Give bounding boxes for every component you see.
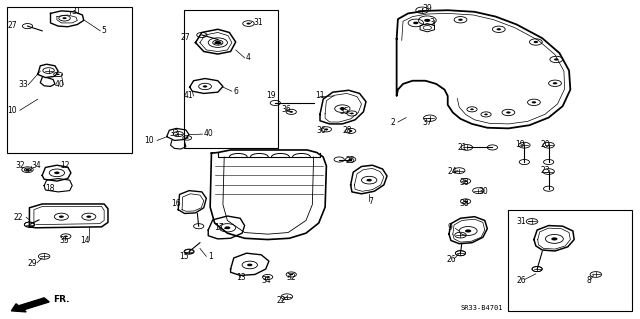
Text: 27: 27 (180, 33, 190, 42)
Text: 22: 22 (13, 213, 23, 222)
FancyArrow shape (12, 298, 49, 312)
Circle shape (458, 19, 463, 21)
Text: 37: 37 (422, 117, 432, 127)
Circle shape (340, 108, 345, 110)
Circle shape (186, 137, 189, 139)
Circle shape (554, 58, 559, 61)
Text: 3: 3 (430, 19, 435, 27)
Text: 29: 29 (28, 259, 37, 268)
Bar (184, 10, 278, 148)
Text: 40: 40 (55, 80, 65, 89)
Text: 19: 19 (266, 92, 275, 100)
Circle shape (214, 41, 221, 44)
Text: 40: 40 (204, 129, 214, 138)
Text: 36: 36 (282, 105, 291, 114)
Text: 16: 16 (172, 199, 181, 208)
Text: 33: 33 (19, 80, 28, 89)
Text: 41: 41 (184, 92, 194, 100)
Circle shape (350, 113, 354, 114)
Circle shape (349, 130, 353, 132)
Text: 20: 20 (540, 140, 550, 149)
Circle shape (247, 263, 252, 266)
Text: 4: 4 (246, 53, 251, 62)
Text: 39: 39 (422, 4, 432, 13)
Circle shape (367, 179, 372, 182)
Circle shape (464, 201, 467, 202)
Bar (508, 210, 632, 311)
Text: 32: 32 (287, 273, 296, 282)
Text: 31: 31 (71, 7, 81, 16)
Bar (7, 7, 132, 153)
Circle shape (26, 169, 29, 171)
Circle shape (497, 28, 501, 30)
Circle shape (64, 235, 68, 237)
Text: 26: 26 (447, 255, 456, 264)
Text: 18: 18 (45, 184, 55, 193)
Text: 27: 27 (7, 21, 17, 30)
Text: 38: 38 (460, 178, 469, 187)
Circle shape (551, 237, 557, 241)
Circle shape (465, 229, 471, 233)
Text: 38: 38 (460, 199, 469, 208)
Text: 25: 25 (346, 156, 355, 165)
Circle shape (413, 22, 419, 24)
Text: 17: 17 (214, 223, 224, 232)
Text: FR.: FR. (53, 295, 70, 304)
Text: 15: 15 (179, 252, 189, 261)
Text: 10: 10 (145, 136, 154, 145)
Text: 2: 2 (390, 117, 395, 127)
Text: 31: 31 (516, 217, 526, 226)
Text: 9: 9 (448, 223, 452, 232)
Circle shape (470, 108, 474, 110)
Text: 8: 8 (587, 276, 592, 285)
Text: 13: 13 (236, 273, 245, 282)
Text: 30: 30 (478, 187, 488, 197)
Circle shape (203, 85, 207, 87)
Circle shape (349, 159, 353, 160)
Circle shape (246, 23, 250, 25)
Circle shape (424, 19, 431, 22)
Circle shape (324, 129, 328, 130)
Text: 6: 6 (233, 87, 238, 96)
Circle shape (225, 226, 230, 229)
Circle shape (266, 276, 269, 278)
Text: 32: 32 (15, 161, 25, 170)
Text: 26: 26 (516, 276, 526, 285)
Circle shape (464, 180, 467, 182)
Circle shape (289, 274, 293, 275)
Circle shape (553, 82, 557, 85)
Text: 24: 24 (448, 167, 458, 176)
Circle shape (484, 114, 488, 115)
Text: 35: 35 (60, 236, 69, 245)
Text: 34: 34 (31, 161, 41, 170)
Circle shape (506, 111, 511, 114)
Text: 35: 35 (339, 108, 349, 116)
Circle shape (289, 111, 293, 113)
Circle shape (56, 74, 60, 75)
Text: 14: 14 (81, 236, 90, 245)
Circle shape (86, 215, 92, 218)
Text: 1: 1 (208, 252, 213, 261)
Circle shape (54, 172, 60, 174)
Text: 33: 33 (170, 129, 179, 138)
Text: 5: 5 (102, 26, 106, 35)
Text: 21: 21 (458, 143, 467, 152)
Text: 36: 36 (317, 126, 326, 135)
Text: 11: 11 (315, 92, 324, 100)
Circle shape (534, 41, 538, 43)
Circle shape (63, 17, 67, 19)
Text: SR33-B4701: SR33-B4701 (461, 305, 503, 311)
Text: 31: 31 (253, 18, 262, 27)
Circle shape (59, 215, 64, 218)
Text: 12: 12 (60, 161, 70, 170)
Text: 34: 34 (261, 276, 271, 285)
Text: 7: 7 (368, 197, 372, 206)
Circle shape (532, 101, 536, 103)
Text: 10: 10 (7, 106, 17, 115)
Text: 23: 23 (540, 166, 550, 175)
Text: 28: 28 (342, 126, 352, 135)
Text: 22: 22 (276, 296, 286, 305)
Text: 19: 19 (515, 140, 524, 149)
